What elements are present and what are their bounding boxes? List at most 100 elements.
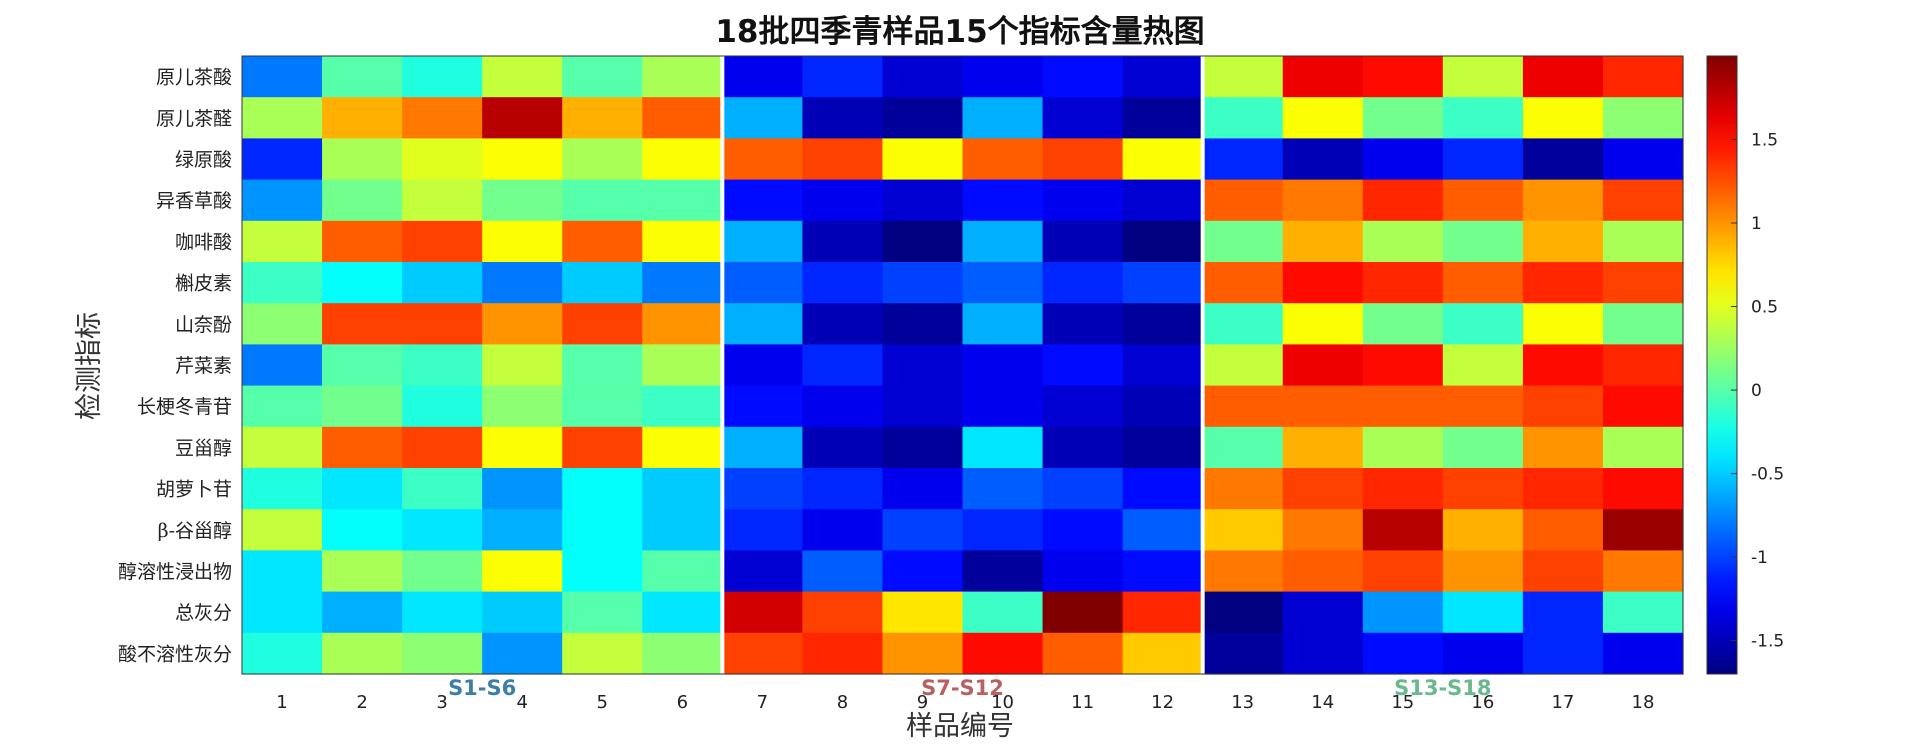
- heatmap-cell-12-2: [322, 509, 403, 551]
- heatmap-cell-10-15: [1362, 426, 1444, 469]
- heatmap-cell-12-10: [962, 509, 1044, 551]
- heatmap-cell-6-18: [1602, 262, 1684, 304]
- heatmap-cell-10-5: [562, 426, 643, 469]
- heatmap-cell-3-2: [322, 138, 403, 181]
- heatmap-cell-6-16: [1442, 262, 1524, 304]
- plot-frame: [241, 55, 1684, 675]
- y-axis-label: 检测指标: [74, 312, 105, 420]
- heatmap-cell-1-11: [1042, 56, 1124, 98]
- heatmap-cell-9-7: [722, 385, 803, 428]
- heatmap-cell-12-11: [1042, 509, 1124, 551]
- heatmap-cell-15-1: [242, 632, 323, 675]
- heatmap-cell-11-2: [322, 468, 403, 510]
- y-tick-label-5: 咖啡酸: [175, 231, 232, 253]
- heatmap-cell-10-14: [1282, 426, 1364, 469]
- group-labels: S1-S6 S7-S12 S13-S18: [448, 676, 1491, 700]
- heatmap-cell-10-12: [1122, 426, 1204, 469]
- heatmap-cell-5-16: [1442, 220, 1524, 263]
- heatmap-cell-15-4: [482, 632, 563, 675]
- chart-title: 18批四季青样品15个指标含量热图: [715, 14, 1204, 50]
- heatmap-cell-5-13: [1202, 220, 1284, 263]
- heatmap-cell-7-5: [562, 303, 643, 345]
- heatmap-cell-2-6: [642, 97, 723, 139]
- heatmap-cell-1-14: [1282, 56, 1364, 98]
- heatmap-cell-7-15: [1362, 303, 1444, 345]
- heatmap-cell-13-3: [402, 550, 483, 593]
- heatmap-cell-12-13: [1202, 509, 1284, 551]
- y-tick-label-11: 胡萝卜苷: [156, 479, 232, 501]
- heatmap-cell-8-14: [1282, 344, 1364, 387]
- heatmap-cell-11-14: [1282, 468, 1364, 510]
- heatmap-cell-11-5: [562, 468, 643, 510]
- heatmap-cell-4-6: [642, 179, 723, 222]
- heatmap-cell-14-8: [802, 591, 884, 634]
- heatmap-cell-14-2: [322, 591, 403, 634]
- heatmap-cell-3-12: [1122, 138, 1204, 181]
- heatmap-cell-7-2: [322, 303, 403, 345]
- colorbar-tick-label-7: 1.5: [1751, 131, 1778, 151]
- heatmap-cell-15-13: [1202, 632, 1284, 675]
- heatmap-cell-7-1: [242, 303, 323, 345]
- heatmap-cell-2-17: [1522, 97, 1604, 139]
- heatmap-cell-12-7: [722, 509, 803, 551]
- heatmap-cell-14-3: [402, 591, 483, 634]
- heatmap-cell-13-7: [722, 550, 803, 593]
- heatmap-cell-5-1: [242, 220, 323, 263]
- heatmap-cell-9-16: [1442, 385, 1524, 428]
- heatmap-cell-1-8: [802, 56, 884, 98]
- x-tick-label-6: 6: [677, 692, 688, 713]
- heatmap-cell-14-7: [722, 591, 803, 634]
- heatmap-cell-8-5: [562, 344, 643, 387]
- heatmap-cell-5-4: [482, 220, 563, 263]
- x-tick-label-10: 10: [991, 692, 1014, 713]
- heatmap-cell-9-5: [562, 385, 643, 428]
- heatmap-cell-5-3: [402, 220, 483, 263]
- heatmap-cell-7-10: [962, 303, 1044, 345]
- y-tick-label-15: 酸不溶性灰分: [118, 643, 232, 665]
- heatmap-cell-5-15: [1362, 220, 1444, 263]
- heatmap-cell-1-3: [402, 56, 483, 98]
- heatmap-cell-13-8: [802, 550, 884, 593]
- y-tick-label-8: 芹菜素: [175, 355, 232, 377]
- heatmap-cell-12-17: [1522, 509, 1604, 551]
- x-tick-label-17: 17: [1551, 692, 1574, 713]
- heatmap-cell-13-12: [1122, 550, 1204, 593]
- y-tick-label-1: 原儿茶酸: [156, 67, 232, 89]
- heatmap-cell-1-4: [482, 56, 563, 98]
- heatmap-cell-4-7: [722, 179, 803, 222]
- heatmap-cell-8-1: [242, 344, 323, 387]
- group-label-1: S1-S6: [448, 676, 516, 700]
- heatmap-cell-15-17: [1522, 632, 1604, 675]
- heatmap-cell-3-6: [642, 138, 723, 181]
- heatmap-cell-9-13: [1202, 385, 1284, 428]
- heatmap-cell-2-16: [1442, 97, 1524, 139]
- heatmap-cell-14-10: [962, 591, 1044, 634]
- heatmap-cell-5-7: [722, 220, 803, 263]
- heatmap-cell-7-18: [1602, 303, 1684, 345]
- heatmap-cell-4-5: [562, 179, 643, 222]
- heatmap-cell-1-5: [562, 56, 643, 98]
- y-tick-label-12: β-谷甾醇: [158, 520, 232, 542]
- heatmap-cell-14-18: [1602, 591, 1684, 634]
- heatmap-cell-6-3: [402, 262, 483, 304]
- colorbar-tick-label-1: -1.5: [1751, 632, 1784, 652]
- heatmap-cell-5-12: [1122, 220, 1204, 263]
- heatmap-cell-7-9: [882, 303, 964, 345]
- heatmap-cell-12-14: [1282, 509, 1364, 551]
- colorbar-tick-label-5: 0.5: [1751, 298, 1778, 318]
- heatmap-cell-2-2: [322, 97, 403, 139]
- heatmap-cell-5-10: [962, 220, 1044, 263]
- heatmap-cell-3-5: [562, 138, 643, 181]
- heatmap-cell-2-13: [1202, 97, 1284, 139]
- heatmap-cell-3-16: [1442, 138, 1524, 181]
- heatmap-cell-11-17: [1522, 468, 1604, 510]
- heatmap-cell-9-6: [642, 385, 723, 428]
- heatmap-cell-10-9: [882, 426, 964, 469]
- heatmap-cell-9-15: [1362, 385, 1444, 428]
- heatmap-cell-11-4: [482, 468, 563, 510]
- heatmap-cell-11-10: [962, 468, 1044, 510]
- heatmap-cell-1-1: [242, 56, 323, 98]
- heatmap-cell-2-1: [242, 97, 323, 139]
- heatmap-cell-7-11: [1042, 303, 1124, 345]
